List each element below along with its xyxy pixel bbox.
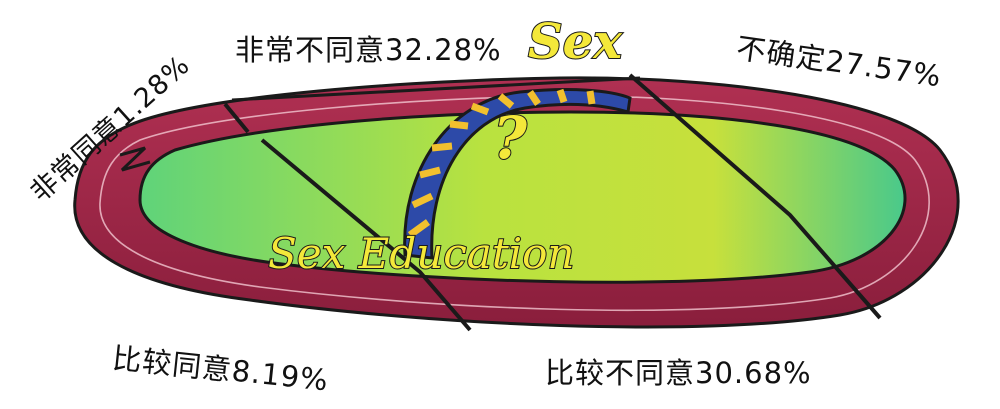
question-mark: ? bbox=[493, 104, 528, 172]
zigzag-mark bbox=[119, 146, 151, 172]
divider-line-3 bbox=[628, 73, 882, 320]
infield bbox=[138, 110, 907, 284]
divider-line-1 bbox=[223, 102, 250, 134]
sex-title-text: Sex bbox=[528, 14, 623, 70]
arch-stripes bbox=[407, 88, 596, 238]
slice-label-somewhat-disagree: 比较不同意30.68% bbox=[545, 356, 812, 390]
arch bbox=[403, 88, 632, 260]
divider-line-4 bbox=[231, 76, 641, 102]
sex-education-text: Sex Education bbox=[268, 229, 574, 278]
divider-line-2 bbox=[260, 138, 472, 332]
slice-label-strongly-disagree: 非常不同意32.28% bbox=[235, 33, 502, 67]
